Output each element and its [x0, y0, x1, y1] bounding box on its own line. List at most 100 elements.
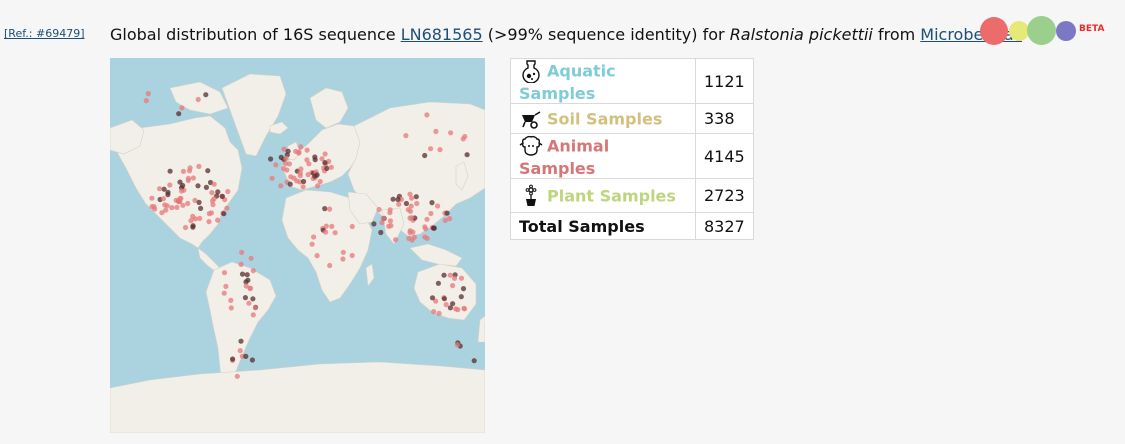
sample-marker [443, 302, 449, 308]
sample-marker [239, 249, 245, 255]
sample-marker [250, 296, 256, 302]
sample-marker [379, 220, 385, 226]
sample-marker [247, 285, 254, 291]
sample-marker [205, 168, 211, 174]
sample-marker [167, 182, 173, 188]
soil-row: Soil Samples 338 [510, 103, 754, 134]
sample-marker [411, 234, 417, 240]
sample-marker [228, 305, 234, 311]
sample-marker [223, 283, 229, 289]
sample-marker [180, 168, 186, 174]
total-label: Total Samples [510, 212, 696, 240]
sample-marker [461, 306, 468, 312]
sequence-link[interactable]: LN681565 [400, 25, 483, 44]
animal-value: 4145 [695, 133, 754, 179]
sample-marker [188, 218, 194, 224]
sample-marker [285, 148, 291, 154]
aquatic-row: Aquatic Samples 1121 [510, 58, 754, 104]
aquatic-value: 1121 [695, 58, 754, 104]
world-map-canvas[interactable] [110, 58, 485, 433]
sample-marker [451, 275, 458, 281]
sample-marker [408, 203, 414, 209]
sample-marker [211, 181, 217, 187]
logo-dot [1009, 21, 1029, 41]
sample-marker [428, 210, 434, 217]
sample-marker [243, 283, 249, 289]
sample-marker [190, 224, 196, 230]
sample-marker [219, 193, 225, 199]
sample-marker [322, 160, 328, 166]
world-map[interactable] [110, 58, 485, 433]
sample-marker [413, 194, 419, 200]
sample-marker [386, 223, 392, 229]
sample-marker [291, 175, 297, 181]
sample-marker [435, 203, 441, 209]
sample-marker [312, 157, 318, 163]
sample-marker [349, 223, 355, 230]
sample-marker [376, 206, 382, 213]
sample-marker [190, 175, 196, 181]
sample-marker [250, 312, 256, 318]
sample-marker [185, 200, 191, 207]
animal-row: Animal Samples 4145 [510, 133, 754, 179]
sample-marker [424, 112, 430, 118]
soil-label: Soil Samples [547, 109, 663, 128]
sample-marker [378, 229, 384, 236]
sample-marker [327, 262, 333, 269]
title-prefix: Global distribution of 16S sequence [110, 25, 401, 44]
sample-marker [433, 128, 439, 135]
sample-marker [221, 270, 228, 276]
asia [347, 101, 485, 237]
sample-marker [395, 196, 401, 203]
sample-marker [237, 348, 243, 354]
species-name: Ralstonia pickettii [729, 25, 873, 44]
sample-marker [211, 196, 217, 202]
sample-marker [447, 305, 453, 311]
soil-value: 338 [695, 103, 754, 134]
sample-marker [230, 356, 236, 362]
sample-marker [296, 149, 302, 155]
sample-marker [203, 92, 209, 98]
sample-marker [252, 305, 258, 311]
sample-marker [371, 221, 377, 227]
sample-marker [433, 298, 439, 304]
sample-marker [442, 217, 448, 223]
sample-marker [203, 184, 209, 190]
microbeatlas-logo[interactable]: BETA [980, 16, 1110, 46]
alaska [110, 119, 145, 155]
sample-marker [435, 280, 441, 286]
sample-marker [327, 206, 333, 212]
beta-badge: BETA [1079, 24, 1105, 34]
sample-marker [458, 275, 465, 281]
sample-marker [403, 133, 409, 139]
sample-marker [250, 268, 256, 274]
animal-label: Animal Samples [519, 136, 610, 179]
sample-marker [317, 178, 323, 185]
sample-marker [180, 182, 186, 189]
sample-marker [278, 183, 284, 189]
sample-marker [407, 208, 414, 214]
iceland [269, 121, 289, 135]
total-row: Total Samples 8327 [510, 212, 754, 240]
sample-marker [176, 111, 182, 117]
sample-marker [436, 310, 442, 316]
sample-marker [283, 155, 289, 161]
sample-marker [311, 234, 317, 240]
sample-marker [396, 201, 402, 207]
sample-marker [180, 202, 186, 208]
sample-marker [319, 156, 325, 162]
sample-marker [304, 147, 310, 153]
sample-marker [196, 199, 202, 205]
sample-marker [187, 165, 193, 171]
aquatic-flask-icon [522, 60, 540, 83]
sample-marker [221, 290, 227, 296]
sample-marker [390, 196, 396, 202]
reference-link[interactable]: [Ref.: #69479] [4, 27, 85, 40]
sample-marker [460, 136, 466, 142]
madagascar [365, 263, 375, 287]
page-title: Global distribution of 16S sequence LN68… [110, 24, 1022, 46]
sample-marker [380, 215, 386, 221]
sample-marker [206, 219, 212, 225]
sample-marker [273, 162, 279, 168]
sample-marker [159, 210, 165, 216]
